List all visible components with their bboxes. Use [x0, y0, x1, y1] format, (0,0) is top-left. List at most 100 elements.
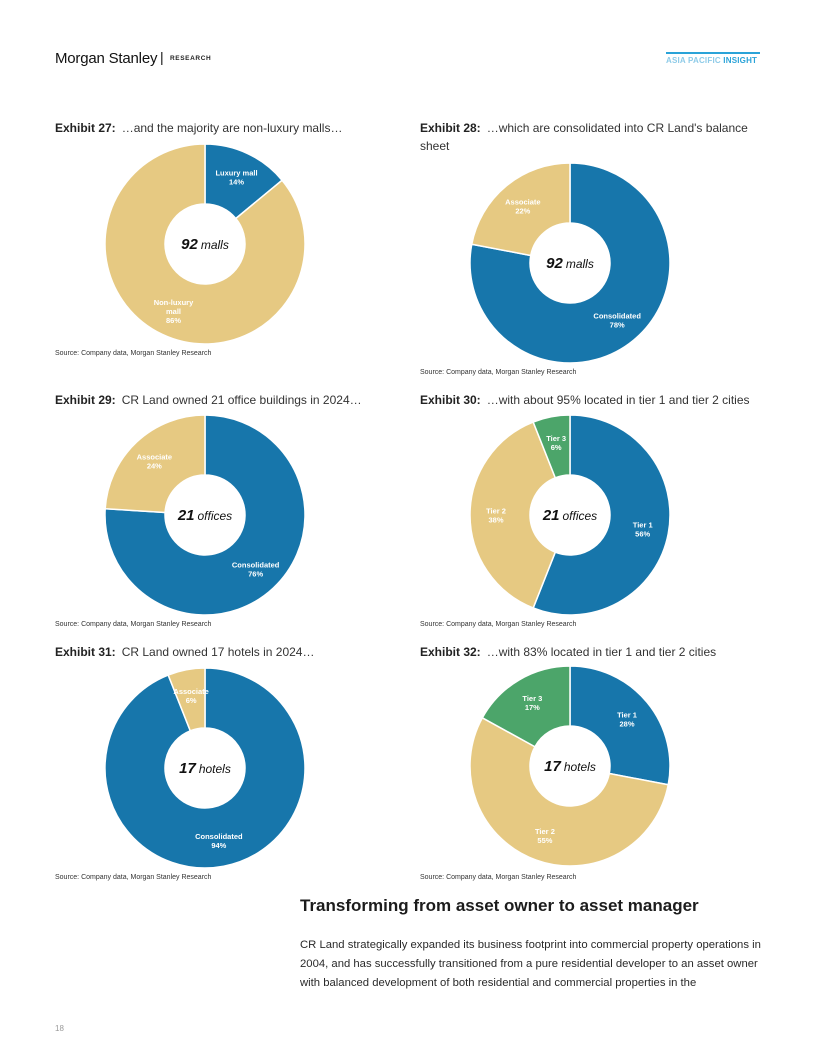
slice-label: Associate: [173, 687, 208, 696]
exhibit-title: Exhibit 32: …with 83% located in tier 1 a…: [420, 643, 765, 661]
center-total-label: 17 hotels: [179, 760, 231, 777]
slice-label: 78%: [610, 321, 625, 330]
exhibit-number: Exhibit 31:: [55, 645, 116, 659]
slice-label: Tier 2: [535, 827, 555, 836]
exhibit-28: Exhibit 28: …which are consolidated into …: [420, 119, 765, 155]
center-total-unit: malls: [201, 238, 229, 252]
slice-label: Non-luxury: [154, 298, 194, 307]
slice-label: mall: [166, 307, 181, 316]
center-total-label: 92 malls: [181, 236, 229, 253]
slice-label: Tier 2: [486, 507, 506, 516]
slice-label: 38%: [488, 516, 503, 525]
pie-slice: [569, 665, 671, 786]
exhibit-number: Exhibit 29:: [55, 393, 116, 407]
exhibit-caption: CR Land owned 21 office buildings in 202…: [121, 393, 362, 407]
slice-label: 22%: [515, 206, 530, 215]
chart-source: Source: Company data, Morgan Stanley Res…: [55, 874, 212, 881]
slice-label: 14%: [229, 178, 244, 187]
donut-hole: [166, 476, 244, 554]
pie-slice: [104, 414, 306, 616]
pie-slice: [481, 665, 571, 748]
center-total-number: 17: [179, 760, 196, 777]
center-total-number: 21: [177, 507, 195, 524]
chart-source: Source: Company data, Morgan Stanley Res…: [420, 621, 577, 628]
exhibit-caption: …and the majority are non-luxury malls…: [121, 121, 343, 135]
center-total-number: 21: [542, 507, 560, 524]
page-number: 18: [55, 1024, 64, 1033]
exhibit-31: Exhibit 31: CR Land owned 17 hotels in 20…: [55, 643, 400, 661]
exhibit-30: Exhibit 30: …with about 95% located in ti…: [420, 391, 765, 409]
exhibit-title: Exhibit 30: …with about 95% located in ti…: [420, 391, 765, 409]
donut-hole: [166, 205, 244, 283]
exhibit-caption: …which are consolidated into CR Land's b…: [420, 121, 748, 153]
exhibit-27: Exhibit 27: …and the majority are non-lux…: [55, 119, 400, 137]
insight-region: ASIA PACIFIC: [666, 56, 721, 65]
pie-slice: [104, 143, 306, 345]
slice-label: Associate: [505, 197, 540, 206]
pie-slice: [167, 667, 206, 732]
exhibit-29: Exhibit 29: CR Land owned 21 office build…: [55, 391, 400, 409]
exhibit-title: Exhibit 31: CR Land owned 17 hotels in 20…: [55, 643, 400, 661]
section-body: CR Land strategically expanded its busin…: [300, 939, 761, 989]
pie-slice: [469, 716, 670, 867]
slice-label: Tier 1: [633, 520, 653, 529]
donut-hole: [531, 727, 609, 805]
insight-word: INSIGHT: [723, 56, 758, 65]
slice-label: Consolidated: [593, 312, 641, 321]
donut-hole: [531, 476, 609, 554]
pie-slice: [532, 414, 571, 479]
pie-slice: [470, 162, 571, 257]
section-heading: Transforming from asset owner to asset m…: [300, 896, 699, 915]
center-total-number: 17: [544, 758, 561, 775]
donut-chart-ex30: Tier 156% Tier 238% Tier 36% 21 offices: [469, 414, 671, 616]
pie-slice: [532, 414, 671, 616]
center-total-number: 92: [546, 255, 563, 272]
exhibit-caption: …with about 95% located in tier 1 and ti…: [486, 393, 750, 407]
slice-label: Tier 1: [617, 710, 637, 719]
slice-label: 17%: [525, 703, 540, 712]
donut-hole: [531, 224, 609, 302]
slice-label: Tier 3: [522, 694, 542, 703]
slice-label: 76%: [248, 569, 263, 578]
slice-label: 28%: [620, 719, 635, 728]
slice-label: Associate: [137, 453, 172, 462]
pie-slice: [469, 162, 671, 364]
center-total-unit: offices: [198, 509, 233, 523]
exhibit-number: Exhibit 30:: [420, 393, 481, 407]
chart-source: Source: Company data, Morgan Stanley Res…: [420, 874, 577, 881]
slice-label: 24%: [147, 462, 162, 471]
insight-badge: ASIA PACIFIC INSIGHT: [666, 52, 760, 65]
brand-logo: Morgan Stanley: [55, 50, 158, 67]
exhibit-32: Exhibit 32: …with 83% located in tier 1 a…: [420, 643, 765, 661]
research-label: RESEARCH: [170, 55, 212, 62]
slice-label: 94%: [211, 841, 226, 850]
exhibit-caption: CR Land owned 17 hotels in 2024…: [121, 645, 315, 659]
donut-hole: [166, 729, 244, 807]
slice-label: Consolidated: [195, 832, 243, 841]
center-total-unit: offices: [563, 509, 598, 523]
pie-slice: [469, 421, 557, 609]
chart-source: Source: Company data, Morgan Stanley Res…: [55, 350, 212, 357]
center-total-label: 21 offices: [177, 507, 232, 524]
exhibit-number: Exhibit 28:: [420, 121, 481, 135]
slice-label: 6%: [551, 443, 562, 452]
center-total-label: 17 hotels: [544, 758, 596, 775]
exhibit-caption: …with 83% located in tier 1 and tier 2 c…: [486, 645, 717, 659]
center-total-unit: hotels: [564, 760, 596, 774]
pie-slice: [104, 667, 306, 869]
chart-source: Source: Company data, Morgan Stanley Res…: [55, 621, 212, 628]
center-total-label: 21 offices: [542, 507, 597, 524]
exhibit-title: Exhibit 28: …which are consolidated into …: [420, 119, 765, 155]
exhibit-number: Exhibit 27:: [55, 121, 116, 135]
slice-label: Consolidated: [232, 560, 280, 569]
slice-label: Tier 3: [546, 434, 566, 443]
slice-label: 55%: [537, 836, 552, 845]
slice-label: 86%: [166, 316, 181, 325]
exhibit-title: Exhibit 29: CR Land owned 21 office build…: [55, 391, 400, 409]
header-separator: |: [160, 49, 164, 65]
pie-slice: [104, 414, 206, 514]
